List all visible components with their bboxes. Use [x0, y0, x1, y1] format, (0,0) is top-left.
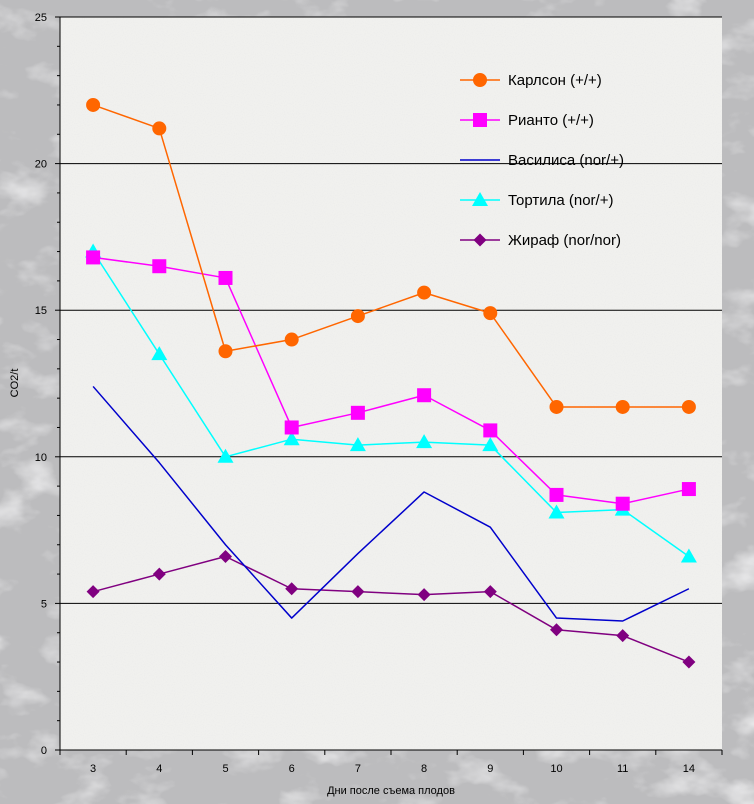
- data-point: [152, 121, 167, 136]
- y-tick-label: 20: [35, 159, 47, 171]
- data-point: [681, 399, 696, 414]
- series-Тортила (nor/+): [85, 243, 697, 563]
- data-point: [350, 309, 365, 324]
- x-tick-label: 6: [289, 763, 295, 775]
- data-point: [86, 585, 100, 599]
- x-tick-label: 14: [683, 763, 695, 775]
- data-point: [284, 332, 299, 347]
- data-point: [417, 285, 432, 300]
- x-tick-label: 7: [355, 763, 361, 775]
- data-point: [349, 437, 366, 452]
- legend-label: Рианто (+/+): [508, 112, 594, 129]
- legend-label: Василиса (nor/+): [508, 152, 624, 169]
- data-point: [616, 629, 630, 643]
- y-tick-label: 15: [35, 305, 47, 317]
- data-point: [151, 346, 168, 361]
- y-tick-label: 5: [41, 598, 47, 610]
- legend-item: Жираф (nor/nor): [460, 232, 621, 249]
- data-point: [283, 431, 300, 446]
- x-axis-label: Дни после съема плодов: [327, 785, 455, 797]
- legend-item: Василиса (nor/+): [460, 152, 624, 169]
- data-point: [548, 504, 565, 519]
- data-point: [285, 582, 299, 596]
- y-tick-label: 25: [35, 12, 47, 24]
- legend-label: Тортила (nor/+): [508, 192, 613, 209]
- data-point: [219, 549, 232, 563]
- legend: Карлсон (+/+) Рианто (+/+) Василиса (nor/+…: [460, 72, 624, 249]
- data-point: [217, 448, 234, 463]
- x-tick-label: 9: [487, 763, 493, 775]
- y-tick-label: 0: [41, 745, 47, 757]
- data-point: [218, 270, 233, 285]
- legend-label: Карлсон (+/+): [508, 72, 602, 89]
- data-point: [284, 420, 299, 435]
- x-tick-label: 4: [156, 763, 162, 775]
- series-Рианто (+/+): [86, 250, 696, 511]
- data-point: [483, 585, 497, 599]
- data-point: [152, 567, 166, 581]
- data-point: [680, 548, 697, 563]
- plot-area: [60, 17, 722, 750]
- legend-item: Тортила (nor/+): [460, 192, 613, 209]
- x-tick-label: 8: [421, 763, 427, 775]
- data-point: [152, 259, 167, 274]
- legend-marker: [473, 113, 487, 127]
- data-point: [550, 623, 563, 637]
- data-point: [682, 655, 696, 669]
- series-Василиса (nor/+): [92, 385, 690, 622]
- series-line: [92, 104, 689, 408]
- data-point: [86, 97, 101, 112]
- data-point: [86, 250, 101, 265]
- x-tick-label: 5: [222, 763, 228, 775]
- data-point: [351, 585, 365, 599]
- series-line: [93, 256, 690, 505]
- series-line: [92, 555, 690, 663]
- legend-marker: [473, 233, 487, 247]
- data-point: [681, 482, 696, 497]
- y-axis-label: CO2/t: [9, 369, 21, 398]
- x-tick-label: 3: [90, 763, 96, 775]
- series-Карлсон (+/+): [86, 97, 696, 414]
- series-line: [92, 385, 690, 622]
- data-point: [350, 405, 365, 420]
- y-tick-label: 10: [35, 452, 47, 464]
- series-layer: [85, 97, 697, 669]
- legend-item: Карлсон (+/+): [460, 72, 602, 89]
- data-point: [615, 399, 630, 414]
- data-point: [218, 344, 233, 359]
- legend-item: Рианто (+/+): [460, 112, 594, 129]
- x-tick-label: 11: [617, 763, 628, 775]
- data-point: [549, 399, 564, 414]
- data-point: [615, 496, 630, 511]
- data-point: [483, 423, 498, 438]
- legend-marker: [472, 192, 488, 206]
- x-tick-label: 10: [550, 763, 562, 775]
- data-point: [483, 306, 498, 321]
- data-point: [417, 588, 431, 602]
- axes: 0 5 10 15 20 25 3 4 5 6 7 8 9 10 11 14: [35, 12, 723, 775]
- series-line: [92, 251, 690, 558]
- legend-marker: [473, 73, 487, 87]
- data-point: [549, 487, 564, 502]
- legend-label: Жираф (nor/nor): [508, 232, 621, 249]
- series-Жираф (nor/nor): [86, 549, 696, 669]
- data-point: [482, 437, 499, 452]
- data-point: [416, 434, 433, 449]
- data-point: [417, 388, 432, 403]
